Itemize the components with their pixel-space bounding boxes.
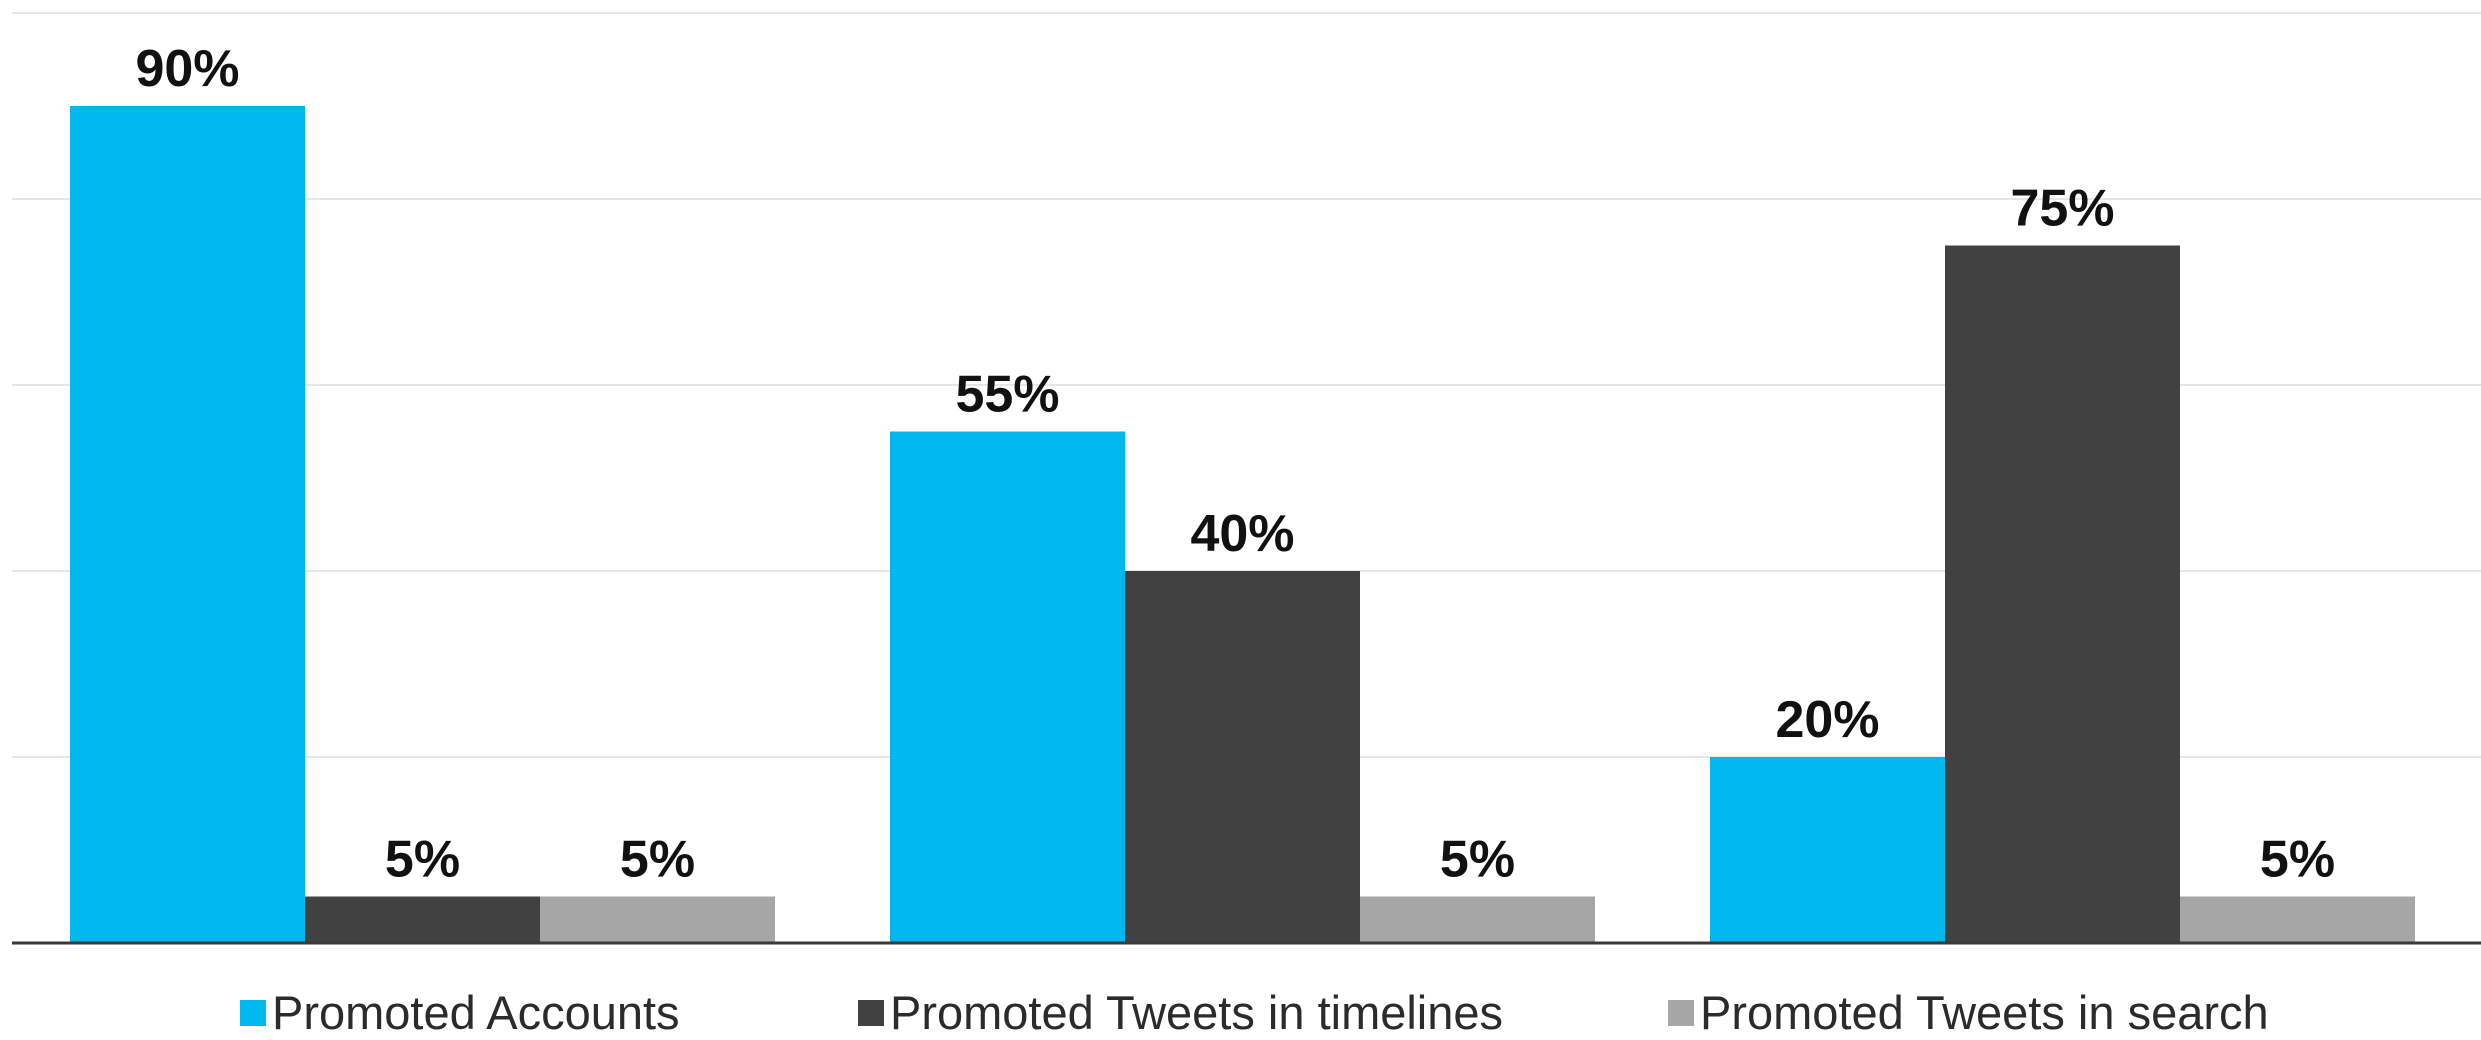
- bar: [1710, 757, 1945, 943]
- data-label: 75%: [2010, 180, 2114, 238]
- data-label: 5%: [385, 831, 460, 889]
- legend-swatch-promoted-tweets-search: [1668, 1000, 1694, 1026]
- bar: [1945, 245, 2180, 943]
- legend-label: Promoted Accounts: [272, 986, 680, 1039]
- data-labels: 90% 55% 20% 5% 40% 75% 5% 5% 5%: [135, 40, 2335, 889]
- data-label: 40%: [1190, 505, 1294, 563]
- data-label: 20%: [1775, 691, 1879, 749]
- legend-item-promoted-tweets-timelines: Promoted Tweets in timelines: [858, 986, 1503, 1040]
- legend-swatch-promoted-tweets-timelines: [858, 1000, 884, 1026]
- legend-item-promoted-accounts: Promoted Accounts: [240, 986, 680, 1040]
- bar: [540, 896, 775, 943]
- data-label: 55%: [955, 366, 1059, 424]
- bar-chart: 90% 55% 20% 5% 40% 75% 5% 5% 5%: [12, 12, 2481, 945]
- bar: [2180, 896, 2415, 943]
- data-label: 5%: [2260, 831, 2335, 889]
- data-label: 5%: [620, 831, 695, 889]
- bar: [1360, 896, 1595, 943]
- legend-swatch-promoted-accounts: [240, 1000, 266, 1026]
- data-label: 5%: [1440, 831, 1515, 889]
- bar: [305, 896, 540, 943]
- data-label: 90%: [135, 40, 239, 98]
- legend-label: Promoted Tweets in search: [1700, 986, 2269, 1039]
- bar: [1125, 571, 1360, 943]
- legend: Promoted Accounts Promoted Tweets in tim…: [0, 986, 2481, 1040]
- bars: [70, 106, 2415, 943]
- bar: [890, 431, 1125, 943]
- bar: [70, 106, 305, 943]
- legend-label: Promoted Tweets in timelines: [890, 986, 1504, 1039]
- legend-item-promoted-tweets-search: Promoted Tweets in search: [1668, 986, 2269, 1040]
